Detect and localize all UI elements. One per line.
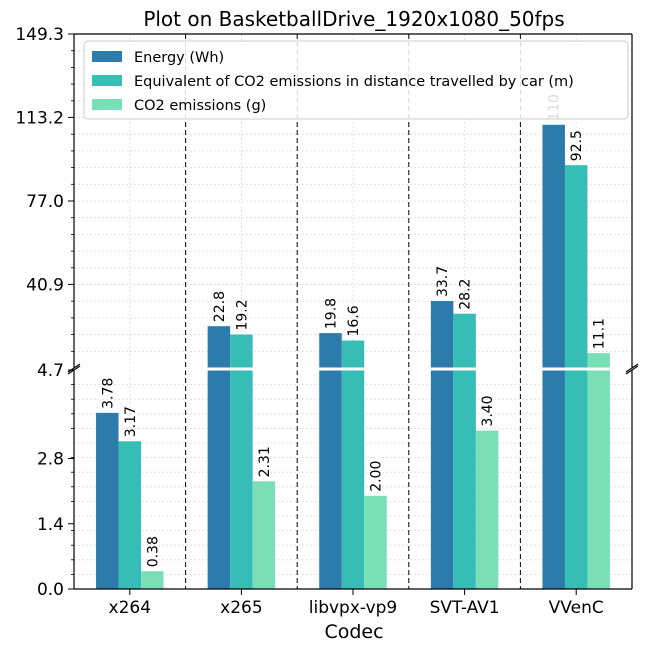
x-tick-label: SVT-AV1	[430, 598, 500, 618]
bar-lower-segment	[542, 370, 565, 589]
bar-lower-segment	[319, 370, 342, 589]
bar	[341, 340, 365, 368]
bar	[252, 481, 276, 589]
bar-value-label: 19.8	[324, 298, 340, 329]
bar	[475, 430, 499, 589]
legend: Energy (Wh) Equivalent of CO2 emissions i…	[83, 40, 629, 120]
bar	[364, 495, 387, 589]
bar	[207, 326, 231, 368]
y-tick-label: 0.0	[37, 580, 64, 600]
bar	[453, 313, 476, 368]
bar-value-label: 22.8	[212, 291, 228, 322]
bar-lower-segment	[230, 370, 253, 589]
bar	[141, 571, 164, 589]
x-tick-label: x265	[220, 598, 263, 618]
bar-lower-segment	[341, 370, 365, 589]
bar-value-label: 0.38	[145, 536, 161, 567]
legend-swatch	[92, 99, 122, 110]
bar	[542, 124, 565, 368]
bar-lower-segment	[564, 370, 588, 589]
bar-value-label: 19.2	[234, 299, 250, 330]
bar	[430, 301, 454, 368]
x-axis-label: Codec	[324, 621, 383, 643]
bar	[118, 441, 142, 589]
bar	[587, 353, 610, 368]
bar-lower-segment	[207, 370, 231, 589]
bar-value-label: 3.17	[123, 406, 139, 437]
legend-box	[83, 40, 629, 120]
y-tick-label: 113.2	[15, 108, 64, 128]
chart-title: Plot on BasketballDrive_1920x1080_50fps	[143, 7, 564, 31]
bar-lower-segment	[430, 370, 454, 589]
bar-value-label: 28.2	[458, 279, 474, 310]
bar-value-label: 2.00	[369, 461, 385, 492]
bar-value-label: 92.5	[569, 130, 585, 161]
x-tick-label: libvpx-vp9	[309, 598, 398, 618]
x-tick-label: VVenC	[549, 598, 604, 618]
bar	[564, 165, 588, 368]
bar-value-label: 11.1	[592, 318, 608, 349]
bar-lower-segment	[453, 370, 476, 589]
bar	[230, 334, 253, 368]
axes: 0.0 1.4 2.8 4.7 40.9 77.0 113.2 149.3 x264 x265 li…	[15, 25, 633, 618]
y-tick-label: 77.0	[26, 192, 64, 212]
bar-value-label: 33.7	[435, 266, 451, 297]
bar-value-label: 2.31	[257, 446, 273, 477]
legend-label: Equivalent of CO2 emissions in distance …	[134, 74, 574, 90]
legend-label: CO2 emissions (g)	[134, 98, 266, 114]
y-tick-label: 149.3	[15, 25, 64, 45]
x-tick-label: x264	[109, 598, 152, 618]
bar	[96, 412, 119, 589]
bar-value-label: 3.40	[480, 395, 496, 426]
legend-label: Energy (Wh)	[134, 50, 224, 66]
bars	[96, 124, 610, 589]
bar-value-label: 16.6	[346, 305, 362, 336]
legend-swatch	[92, 51, 122, 62]
axis-break-gap	[74, 367, 632, 371]
y-tick-label: 40.9	[26, 275, 64, 295]
legend-swatch	[92, 75, 122, 86]
bar	[319, 333, 342, 368]
bar-lower-segment	[587, 370, 610, 589]
bar-value-label: 3.78	[100, 378, 116, 409]
y-tick-label: 4.7	[37, 361, 64, 381]
y-tick-label: 2.8	[37, 450, 64, 470]
y-tick-label: 1.4	[37, 515, 64, 535]
